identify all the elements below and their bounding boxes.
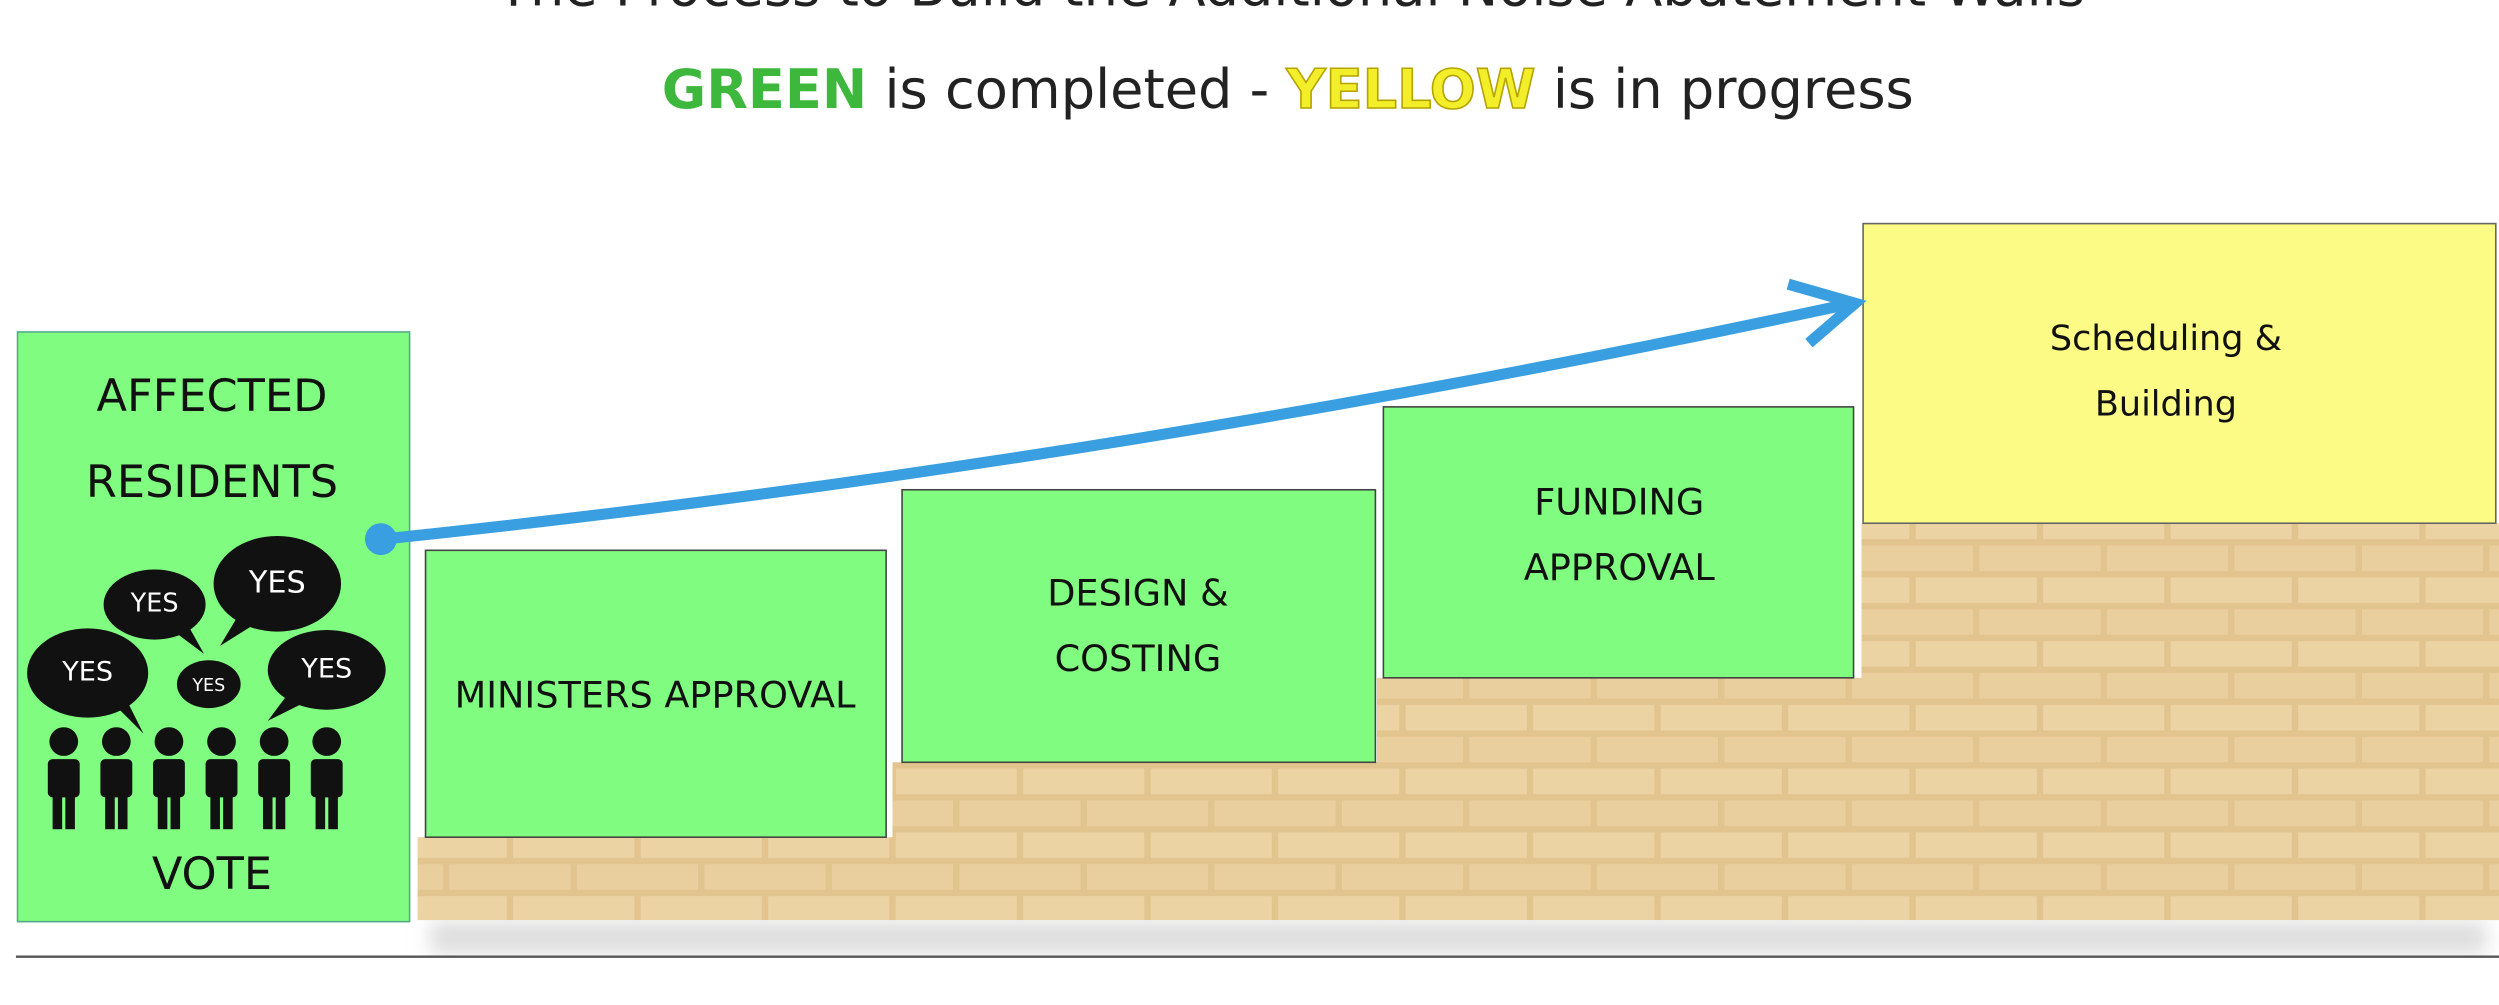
step-label: FUNDING [1534, 481, 1704, 524]
step-box [1863, 224, 2496, 524]
step-label: Building [2095, 383, 2237, 424]
step-footer: VOTE [152, 848, 272, 900]
diagram: The Process to Build the Additional Nois… [0, 0, 2499, 1005]
step-label: Scheduling & [2050, 318, 2282, 359]
title: The Process to Build the Additional Nois… [496, 0, 2085, 19]
step-box [902, 490, 1375, 763]
step-label: MINISTERS APPROVAL [455, 673, 856, 716]
legend-text: is completed - [885, 58, 1270, 121]
step-label: RESIDENTS [86, 456, 338, 508]
bubble-label: YES [61, 657, 113, 688]
legend-yellow: YELLOW [1285, 58, 1535, 121]
bubble-label: YES [130, 589, 179, 619]
legend-text: is in progress [1553, 58, 1914, 121]
legend: GREEN is completed - YELLOW is in progre… [662, 58, 1914, 121]
step-box [1383, 407, 1853, 678]
step-label: DESIGN & [1047, 571, 1228, 614]
bubble-label: YES [300, 653, 352, 684]
legend-green: GREEN [662, 58, 868, 121]
step-label: APPROVAL [1524, 546, 1716, 589]
bubble-label: YES [248, 565, 306, 600]
step-label: AFFECTED [96, 370, 327, 422]
page: The Process to Build the Additional Nois… [0, 0, 2499, 1005]
step-label: COSTING [1055, 637, 1222, 680]
bubble-label: YES [191, 676, 225, 696]
